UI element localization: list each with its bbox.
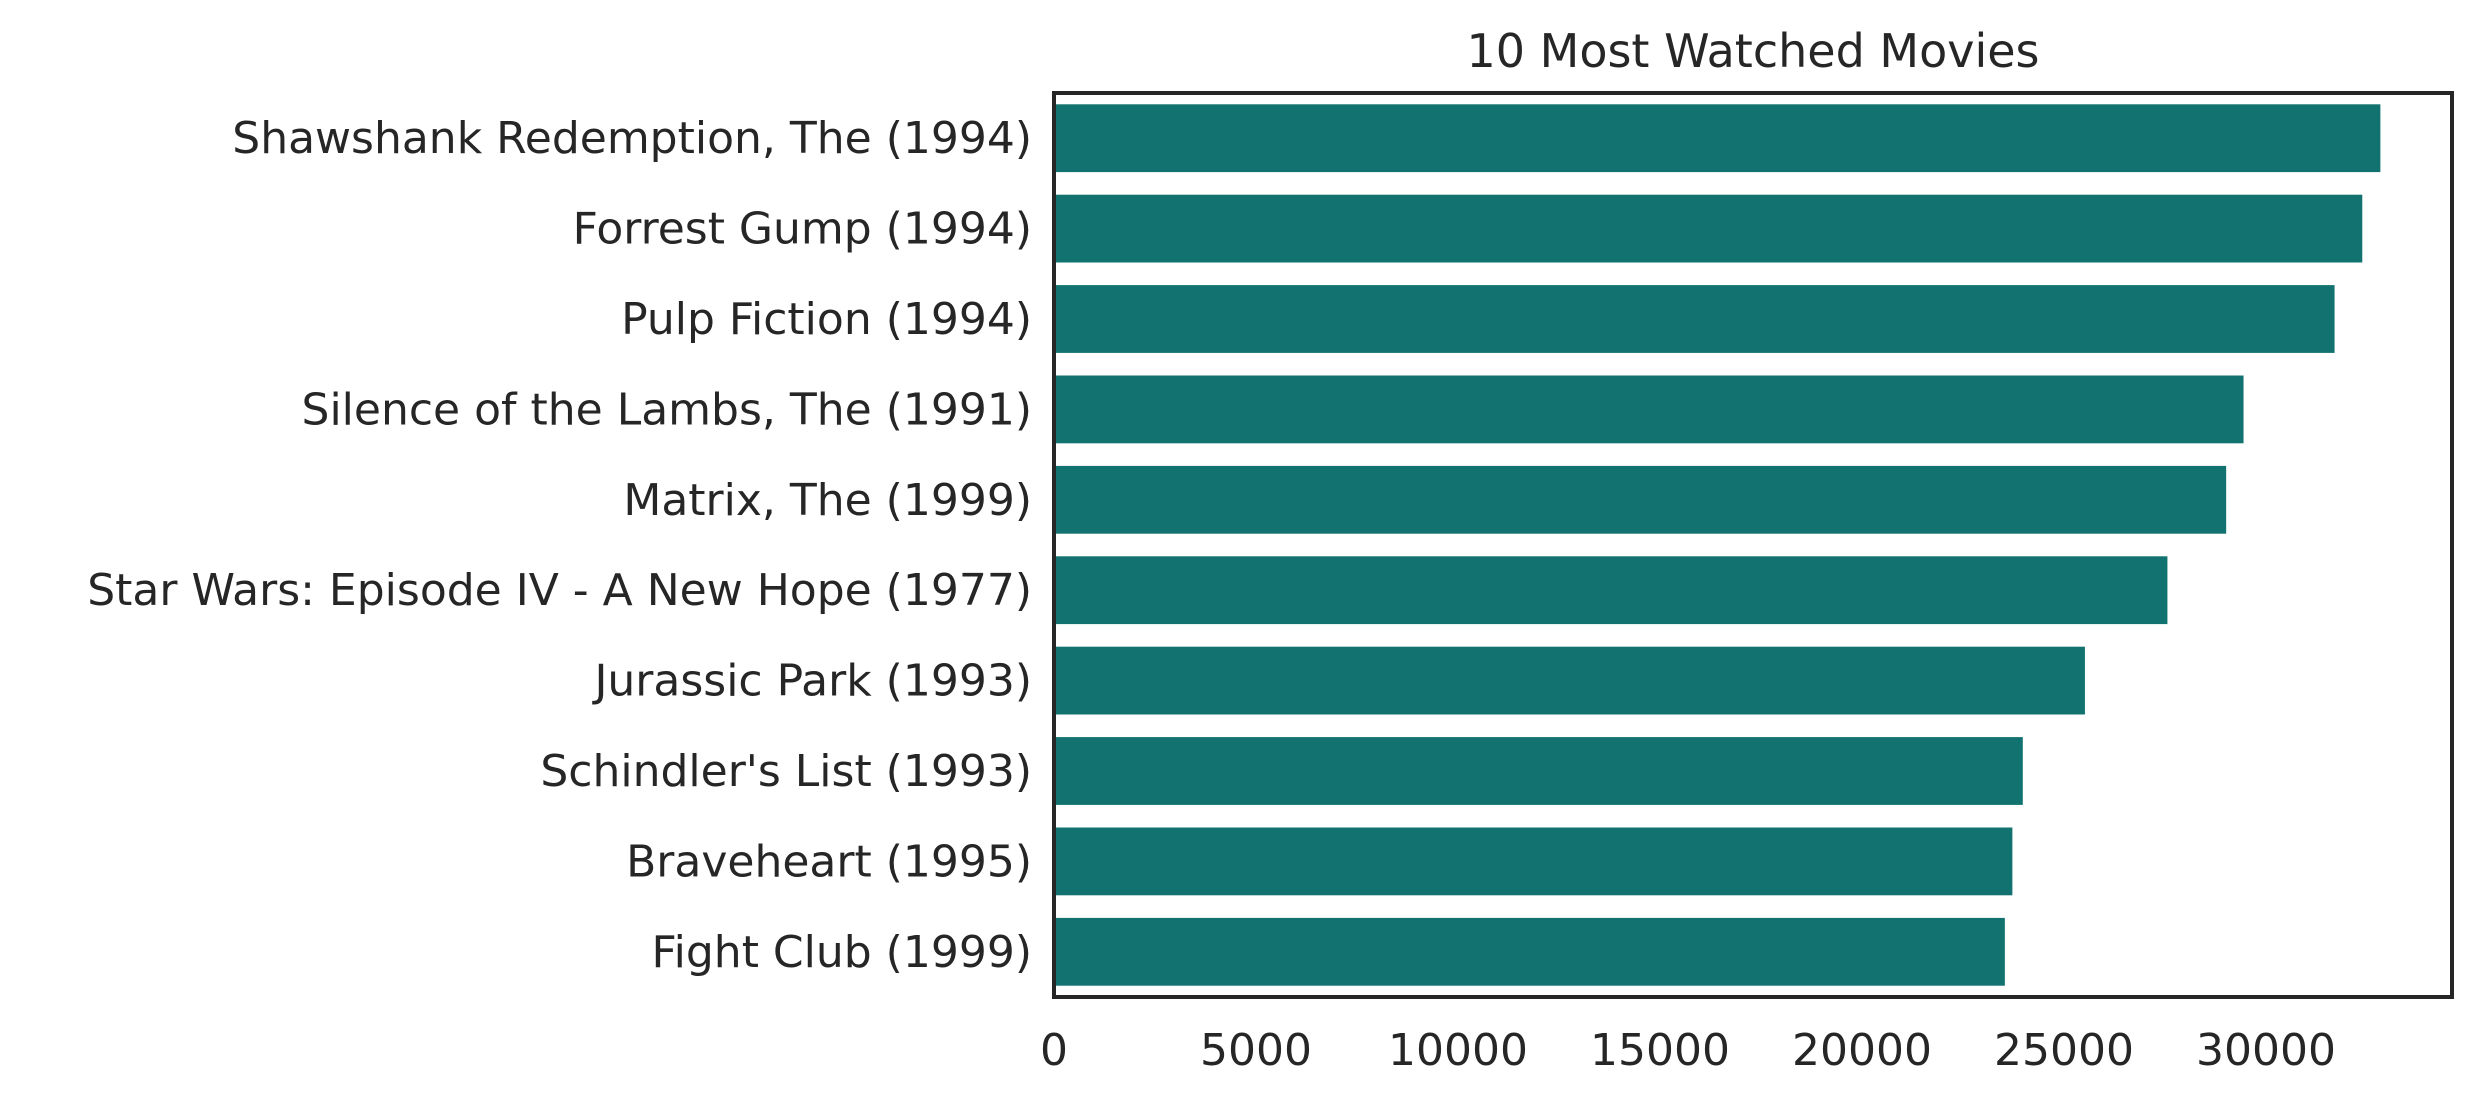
x-tick-label-20000: 20000 — [1792, 1025, 1932, 1076]
bar-10 — [1054, 917, 2005, 986]
bar-9 — [1054, 827, 2013, 896]
y-tick-label-8: Schindler's List (1993) — [540, 746, 1032, 797]
bar-4 — [1054, 375, 2244, 444]
y-tick-label-3: Pulp Fiction (1994) — [621, 294, 1032, 345]
x-tick-labels: 0 5000 10000 15000 20000 25000 30000 — [1040, 1025, 2336, 1076]
y-tick-labels: Shawshank Redemption, The (1994) Forrest … — [87, 113, 1032, 978]
y-tick-label-4: Silence of the Lambs, The (1991) — [302, 384, 1032, 435]
bar-2 — [1054, 194, 2363, 263]
bar-8 — [1054, 737, 2023, 805]
y-tick-label-9: Braveheart (1995) — [626, 836, 1032, 887]
x-tick-label-10000: 10000 — [1388, 1025, 1528, 1076]
x-tick-label-5000: 5000 — [1200, 1025, 1312, 1076]
bar-7 — [1054, 646, 2085, 715]
bar-6 — [1054, 556, 2168, 625]
plot-frame — [1052, 91, 2454, 999]
y-tick-label-10: Fight Club (1999) — [652, 927, 1032, 978]
x-tick-label-0: 0 — [1040, 1025, 1068, 1076]
y-tick-label-1: Shawshank Redemption, The (1994) — [232, 113, 1032, 164]
x-tick-label-30000: 30000 — [2196, 1025, 2336, 1076]
x-tick-label-15000: 15000 — [1590, 1025, 1730, 1076]
x-tick-label-25000: 25000 — [1994, 1025, 2134, 1076]
bar-3 — [1054, 285, 2335, 353]
bar-1 — [1054, 104, 2381, 173]
y-tick-label-7: Jurassic Park (1993) — [591, 656, 1032, 707]
chart-title: 10 Most Watched Movies — [1466, 24, 2039, 78]
bars-group — [1054, 104, 2381, 986]
y-tick-label-5: Matrix, The (1999) — [623, 475, 1032, 526]
y-tick-label-6: Star Wars: Episode IV - A New Hope (1977… — [87, 565, 1032, 616]
y-tick-label-2: Forrest Gump (1994) — [573, 204, 1032, 255]
bar-5 — [1054, 465, 2227, 534]
